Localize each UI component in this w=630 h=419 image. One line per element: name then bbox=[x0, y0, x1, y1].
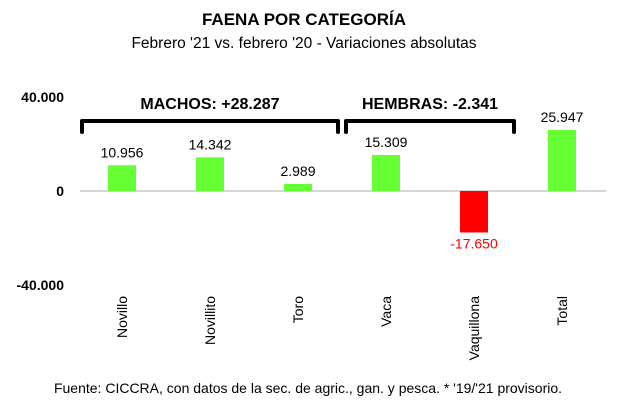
x-tick-label: Toro bbox=[290, 296, 306, 323]
data-label: 10.956 bbox=[101, 144, 144, 160]
chart-subtitle: Febrero '21 vs. febrero '20 - Variacione… bbox=[131, 35, 476, 52]
bar-toro bbox=[284, 183, 312, 191]
data-label: 25.947 bbox=[541, 109, 584, 125]
y-tick-label: 40.000 bbox=[21, 89, 64, 105]
bar-vaquillona bbox=[460, 191, 488, 233]
bar-novillo bbox=[108, 165, 136, 191]
chart-title: FAENA POR CATEGORÍA bbox=[202, 10, 406, 29]
group-label: MACHOS: +28.287 bbox=[140, 96, 279, 113]
x-tick-label: Total bbox=[554, 296, 570, 326]
bar-vaca bbox=[372, 155, 400, 191]
data-label: 14.342 bbox=[189, 136, 232, 152]
x-tick-label: Vaquillona bbox=[466, 296, 482, 361]
y-tick-label: 0 bbox=[56, 183, 64, 199]
group-bracket bbox=[80, 119, 340, 134]
data-label: 15.309 bbox=[365, 134, 408, 150]
source-note: Fuente: CICCRA, con datos de la sec. de … bbox=[54, 380, 562, 396]
data-label: 2.989 bbox=[280, 163, 315, 179]
bar-novillito bbox=[196, 157, 224, 191]
data-label: -17.650 bbox=[450, 235, 498, 251]
y-tick-label: -40.000 bbox=[17, 277, 65, 293]
bar-total bbox=[548, 130, 576, 191]
x-tick-label: Novillo bbox=[114, 296, 130, 338]
x-tick-label: Novillito bbox=[202, 296, 218, 345]
group-bracket bbox=[344, 119, 516, 134]
x-tick-label: Vaca bbox=[378, 296, 394, 327]
group-label: HEMBRAS: -2.341 bbox=[362, 96, 498, 113]
